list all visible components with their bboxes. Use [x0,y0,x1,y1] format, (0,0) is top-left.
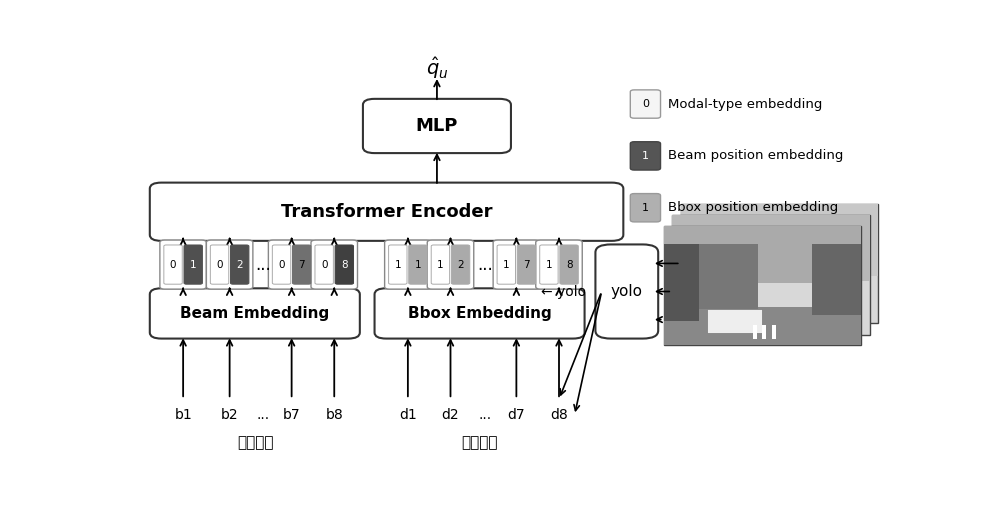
Bar [664,226,861,283]
FancyBboxPatch shape [385,240,431,289]
FancyBboxPatch shape [184,245,202,284]
FancyBboxPatch shape [451,245,470,284]
FancyBboxPatch shape [268,240,315,289]
FancyBboxPatch shape [150,289,360,339]
FancyBboxPatch shape [493,240,540,289]
FancyBboxPatch shape [164,245,182,284]
Text: Modal-type embedding: Modal-type embedding [668,97,822,110]
Text: ...: ... [478,255,493,274]
FancyBboxPatch shape [630,194,661,222]
Text: 坐标序列: 坐标序列 [462,436,498,451]
Text: d1: d1 [399,408,417,422]
Text: Bbox Embedding: Bbox Embedding [408,306,551,321]
Text: 1: 1 [437,260,444,269]
FancyBboxPatch shape [497,245,516,284]
FancyBboxPatch shape [150,183,623,241]
Text: 0: 0 [278,260,285,269]
FancyBboxPatch shape [315,245,333,284]
Text: b2: b2 [221,408,238,422]
FancyBboxPatch shape [389,245,407,284]
Text: 1: 1 [394,260,401,269]
Text: $\hat{q}_u$: $\hat{q}_u$ [426,55,448,81]
Bar [707,309,762,334]
FancyBboxPatch shape [431,245,450,284]
Text: MLP: MLP [416,117,458,135]
Text: 2: 2 [236,260,243,269]
Bar [672,215,870,281]
Text: 7: 7 [298,260,305,269]
Text: 0: 0 [642,99,649,109]
FancyBboxPatch shape [210,245,229,284]
Text: yolo: yolo [611,284,643,299]
Bar [812,243,861,315]
Bar [741,288,830,292]
Text: 0: 0 [321,260,327,269]
Text: 0: 0 [216,260,223,269]
Bar [762,325,766,339]
Bar [741,259,830,263]
Text: ...: ... [255,255,271,274]
Text: Beam Embedding: Beam Embedding [180,306,329,321]
Bar [741,297,830,301]
FancyBboxPatch shape [536,240,582,289]
FancyBboxPatch shape [363,99,511,153]
Text: ...: ... [256,408,270,422]
Text: 1: 1 [642,151,649,161]
FancyBboxPatch shape [335,245,354,284]
FancyBboxPatch shape [560,245,578,284]
FancyBboxPatch shape [409,245,427,284]
FancyBboxPatch shape [311,240,358,289]
Text: 1: 1 [546,260,552,269]
Text: d2: d2 [442,408,459,422]
Bar [772,325,776,339]
Text: 0: 0 [170,260,176,269]
Bar [753,325,757,339]
Text: 1: 1 [503,260,510,269]
Text: ...: ... [479,408,492,422]
Bar [672,215,870,335]
FancyBboxPatch shape [160,240,206,289]
Bar [664,243,699,321]
Text: 波束序列: 波束序列 [237,436,273,451]
Text: 1: 1 [415,260,421,269]
FancyBboxPatch shape [630,90,661,118]
Text: 8: 8 [341,260,348,269]
Bar [672,251,741,323]
Bar [741,269,830,272]
FancyBboxPatch shape [427,240,474,289]
FancyBboxPatch shape [272,245,291,284]
Text: 1: 1 [642,203,649,213]
Text: 7: 7 [523,260,530,269]
FancyBboxPatch shape [540,245,558,284]
FancyBboxPatch shape [595,244,658,339]
Bar [681,204,878,323]
FancyBboxPatch shape [292,245,311,284]
Text: 8: 8 [566,260,572,269]
Bar [664,226,861,346]
Text: Bbox position embedding: Bbox position embedding [668,202,838,214]
Text: b1: b1 [174,408,192,422]
Text: d8: d8 [550,408,568,422]
Bar [741,307,830,311]
Bar [664,307,861,346]
Text: Beam position embedding: Beam position embedding [668,149,843,162]
FancyBboxPatch shape [206,240,253,289]
Text: 1: 1 [190,260,197,269]
Text: 2: 2 [457,260,464,269]
FancyBboxPatch shape [630,142,661,170]
FancyBboxPatch shape [375,289,585,339]
Bar [741,278,830,282]
Text: b7: b7 [283,408,300,422]
Text: b8: b8 [325,408,343,422]
FancyBboxPatch shape [230,245,249,284]
Text: Transformer Encoder: Transformer Encoder [281,203,492,221]
Bar [681,204,878,276]
Bar [699,243,758,309]
Text: d7: d7 [508,408,525,422]
Text: ← yolo: ← yolo [541,284,586,298]
Bar [681,246,740,318]
FancyBboxPatch shape [517,245,536,284]
